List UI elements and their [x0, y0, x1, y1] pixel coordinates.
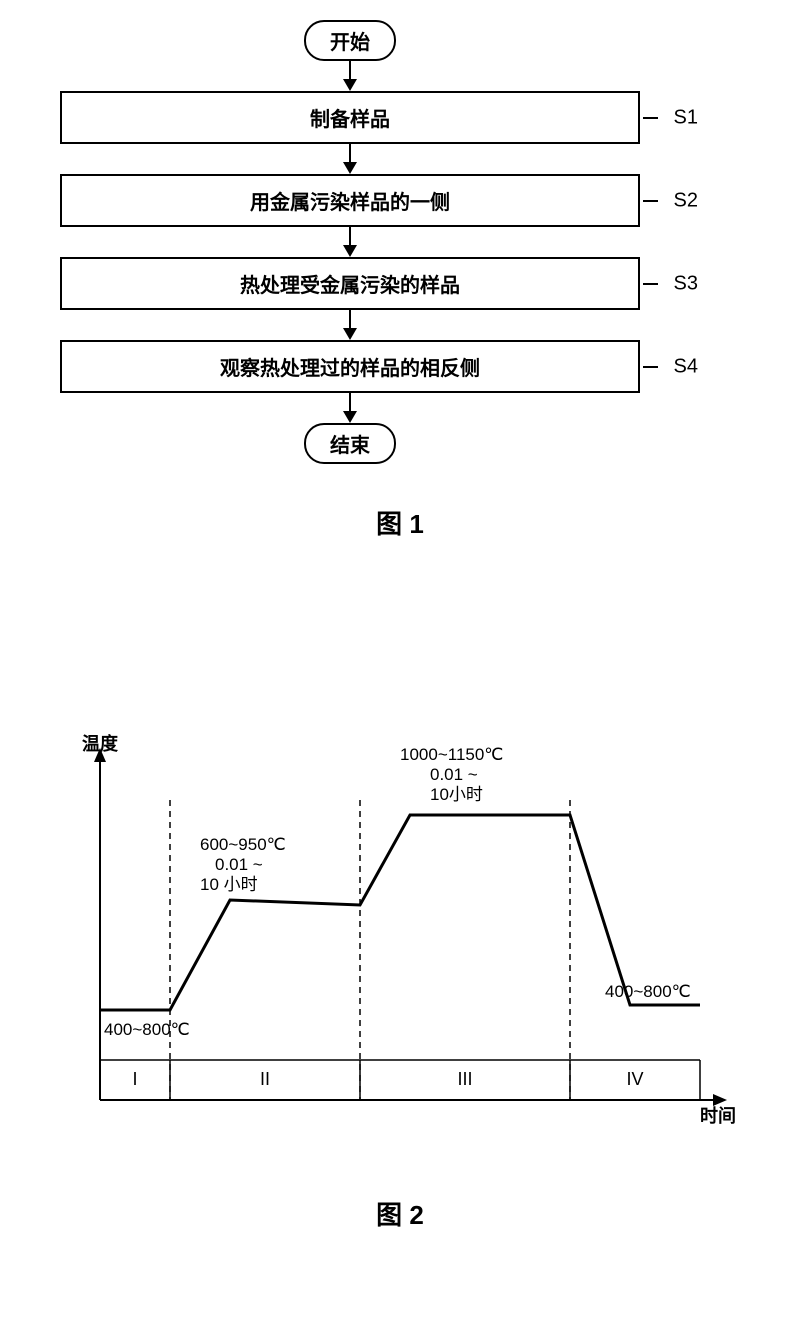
process-step-2: 用金属污染样品的一侧 S2: [60, 174, 640, 227]
connector-icon: [643, 366, 658, 368]
step-label: S2: [674, 189, 698, 212]
svg-text:10小时: 10小时: [430, 785, 483, 804]
figure-1-label: 图 1: [50, 504, 750, 541]
arrow-icon: [200, 61, 500, 91]
process-step-3: 热处理受金属污染的样品 S3: [60, 257, 640, 310]
svg-text:IV: IV: [626, 1069, 643, 1089]
flowchart-container: 开始 制备样品 S1 用金属污染样品的一侧 S2 热处理受金属污染的样品 S3 …: [50, 20, 750, 541]
end-terminal: 结束: [304, 423, 396, 464]
svg-text:II: II: [260, 1069, 270, 1089]
svg-text:温度: 温度: [82, 733, 119, 754]
svg-text:1000~1150℃: 1000~1150℃: [400, 745, 503, 764]
connector-icon: [643, 117, 658, 119]
arrow-icon: [200, 310, 500, 340]
start-terminal: 开始: [304, 20, 396, 61]
svg-text:0.01 ~: 0.01 ~: [430, 765, 478, 784]
arrow-icon: [200, 227, 500, 257]
svg-text:III: III: [457, 1069, 472, 1089]
connector-icon: [643, 200, 658, 202]
arrow-icon: [200, 144, 500, 174]
end-label: 结束: [330, 435, 370, 457]
step-label: S1: [674, 106, 698, 129]
step-text: 制备样品: [310, 109, 390, 131]
end-terminal-wrap: 结束: [200, 423, 500, 464]
arrow-icon: [200, 393, 500, 423]
svg-text:10 小时: 10 小时: [200, 875, 258, 894]
step-text: 观察热处理过的样品的相反侧: [220, 358, 480, 380]
chart-container: 温度时间IIIIIIIV400~800℃600~950℃0.01 ~10 小时1…: [60, 700, 740, 1232]
svg-text:600~950℃: 600~950℃: [200, 835, 286, 854]
step-label: S3: [674, 272, 698, 295]
start-label: 开始: [330, 32, 370, 54]
connector-icon: [643, 283, 658, 285]
svg-text:0.01 ~: 0.01 ~: [215, 855, 263, 874]
start-terminal-wrap: 开始: [200, 20, 500, 61]
process-step-1: 制备样品 S1: [60, 91, 640, 144]
temperature-chart: 温度时间IIIIIIIV400~800℃600~950℃0.01 ~10 小时1…: [60, 700, 740, 1180]
figure-2-label: 图 2: [60, 1195, 740, 1232]
svg-text:400~800℃: 400~800℃: [104, 1020, 190, 1039]
step-label: S4: [674, 355, 698, 378]
step-text: 用金属污染样品的一侧: [250, 192, 450, 214]
svg-text:400~800℃: 400~800℃: [605, 982, 691, 1001]
step-text: 热处理受金属污染的样品: [240, 275, 460, 297]
process-step-4: 观察热处理过的样品的相反侧 S4: [60, 340, 640, 393]
svg-text:时间: 时间: [700, 1106, 736, 1126]
svg-text:I: I: [132, 1069, 137, 1089]
